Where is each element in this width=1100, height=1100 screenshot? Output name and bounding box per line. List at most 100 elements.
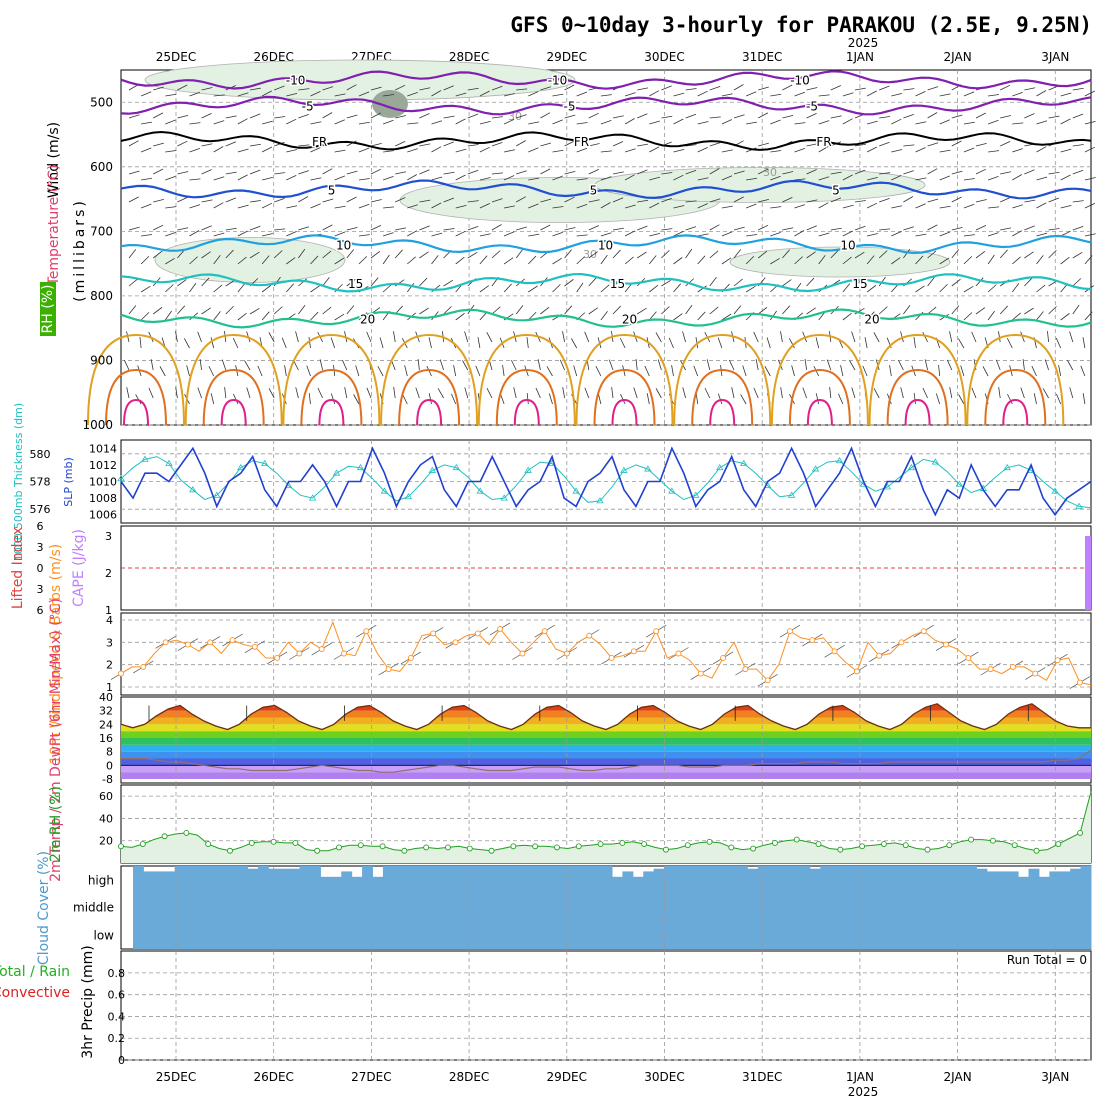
isotherm-line	[120, 179, 1092, 200]
cloud-bar-high	[403, 866, 415, 893]
wind-barb	[208, 365, 215, 377]
wind-barb	[939, 231, 951, 237]
isotherm-label: 20	[360, 313, 375, 327]
wind-barb	[346, 278, 356, 287]
cloud-bar-low	[414, 920, 426, 949]
wind-barb	[199, 359, 202, 371]
wind-barb	[225, 249, 234, 259]
cloud-bar-low	[768, 920, 780, 949]
cloud-bar-low	[299, 920, 311, 949]
wind-barb	[262, 176, 273, 181]
wind-barb	[709, 168, 720, 175]
wind-barb	[330, 337, 336, 349]
temp-color-band	[121, 744, 1091, 752]
wind-barb	[246, 387, 251, 399]
wind-barb	[794, 178, 806, 181]
wind-barb	[346, 226, 358, 231]
chart-title: GFS 0~10day 3-hourly for PARAKOU (2.5E, …	[510, 13, 1092, 37]
wind-barb	[395, 84, 406, 91]
wind-barb	[443, 85, 454, 91]
wind-barb	[308, 337, 311, 349]
wind-barb	[1012, 174, 1023, 181]
wind-barb	[661, 306, 670, 315]
pressure-tick-label: 600	[90, 160, 113, 174]
dewpt2m-line	[121, 749, 1092, 773]
wind-barb	[697, 255, 706, 265]
wind10m-marker	[452, 639, 459, 646]
wind-barb	[975, 277, 984, 287]
wind-barb	[201, 143, 213, 147]
wind-barb	[443, 279, 454, 287]
wind-barb	[770, 232, 781, 237]
wind-barb	[486, 388, 493, 399]
wind-barb	[685, 304, 693, 315]
wind-barb	[281, 337, 287, 349]
wind-barb	[709, 116, 721, 119]
wind-barb	[308, 393, 311, 405]
wind10m-tick-label: 1	[106, 681, 113, 694]
wind-barb	[878, 276, 886, 287]
wind-barb	[757, 250, 768, 259]
cloud-bar-high	[705, 866, 717, 893]
cloud-bar-high	[434, 866, 446, 893]
cloud-bar-high	[622, 871, 634, 893]
wind-barb	[842, 118, 853, 125]
wind-barb	[697, 121, 709, 125]
wind-barb	[334, 119, 345, 125]
wind-barb	[733, 278, 743, 287]
wind-barb	[358, 178, 370, 181]
wind-barb	[903, 114, 914, 119]
wind-barb	[633, 387, 638, 399]
wind-barb	[854, 87, 866, 91]
temp-color-band	[121, 772, 1091, 779]
boundary-layer-contour	[868, 333, 967, 426]
cloud-bar-low	[1049, 920, 1061, 949]
rh2m-marker	[793, 836, 800, 843]
wind-barb	[1031, 365, 1037, 377]
cloud-bar-high	[539, 866, 551, 893]
wind-barb	[657, 359, 662, 371]
wind-barb	[491, 142, 503, 147]
wind-barb	[782, 305, 791, 315]
wind-barb	[503, 175, 515, 181]
wind-barb	[924, 359, 928, 371]
wind-barb	[661, 228, 673, 231]
wind10m-marker	[1032, 670, 1039, 677]
wind-barb	[395, 227, 407, 231]
cloud-bar-middle	[757, 893, 769, 920]
wind-barb	[491, 172, 503, 175]
wind-barb	[903, 88, 915, 91]
wind10m-marker	[430, 630, 437, 637]
cloud-bar-low	[570, 920, 582, 949]
date-tick-label: 31DEC	[742, 50, 782, 64]
rh2m-marker	[1077, 829, 1084, 836]
wind-barb	[546, 366, 553, 377]
wind-barb	[358, 256, 368, 265]
boundary-layer-contour	[984, 368, 1047, 426]
boundary-layer-contour	[398, 368, 461, 426]
wind-barb	[298, 144, 310, 147]
wind-barb	[153, 198, 164, 203]
wind-barb	[818, 232, 830, 237]
wind-barb	[946, 359, 953, 371]
cloud-bar-high	[1070, 868, 1082, 893]
precip-tick-label: 0	[118, 1054, 125, 1067]
rh2m-marker	[270, 838, 277, 845]
wind-barb	[1058, 365, 1062, 377]
wind-barb	[1036, 232, 1048, 237]
wind-barb	[764, 366, 771, 377]
wind10m-marker	[898, 639, 905, 646]
cloud-bar-high	[924, 866, 936, 893]
wind-barb	[451, 393, 457, 405]
wind-barb	[262, 233, 273, 237]
wind-barb	[153, 168, 164, 175]
wind-barb	[903, 144, 915, 147]
rh2m-marker	[706, 838, 713, 845]
thickness-marker	[1003, 463, 1011, 471]
isotherm-line	[120, 95, 1092, 116]
wind-barb	[963, 285, 974, 293]
wind-barb	[249, 143, 261, 147]
rh2m-marker	[619, 839, 626, 846]
cloud-bar-middle	[789, 893, 800, 920]
